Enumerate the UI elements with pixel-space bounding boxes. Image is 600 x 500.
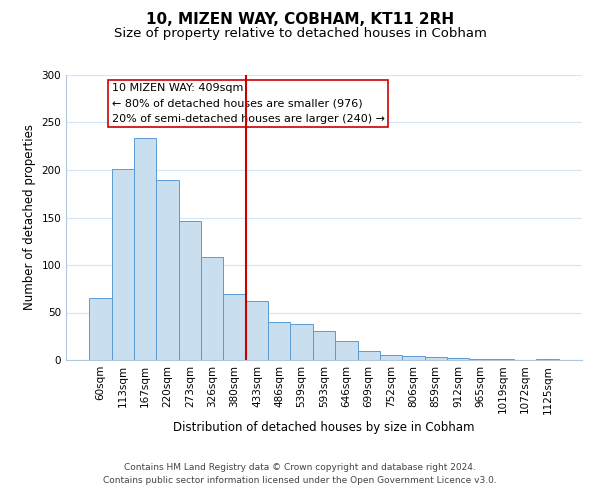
- Bar: [290, 324, 313, 360]
- Bar: [402, 356, 425, 360]
- Bar: [268, 322, 290, 360]
- Bar: [134, 138, 157, 360]
- Text: Contains HM Land Registry data © Crown copyright and database right 2024.: Contains HM Land Registry data © Crown c…: [124, 464, 476, 472]
- Bar: [380, 355, 402, 360]
- Bar: [89, 298, 112, 360]
- Bar: [201, 258, 223, 360]
- X-axis label: Distribution of detached houses by size in Cobham: Distribution of detached houses by size …: [173, 420, 475, 434]
- Bar: [469, 359, 491, 360]
- Y-axis label: Number of detached properties: Number of detached properties: [23, 124, 36, 310]
- Bar: [358, 350, 380, 360]
- Bar: [112, 169, 134, 360]
- Bar: [223, 294, 246, 360]
- Bar: [447, 358, 469, 360]
- Text: 10, MIZEN WAY, COBHAM, KT11 2RH: 10, MIZEN WAY, COBHAM, KT11 2RH: [146, 12, 454, 28]
- Text: Size of property relative to detached houses in Cobham: Size of property relative to detached ho…: [113, 28, 487, 40]
- Bar: [425, 357, 447, 360]
- Bar: [157, 180, 179, 360]
- Bar: [491, 359, 514, 360]
- Bar: [335, 341, 358, 360]
- Bar: [536, 359, 559, 360]
- Bar: [313, 330, 335, 360]
- Text: Contains public sector information licensed under the Open Government Licence v3: Contains public sector information licen…: [103, 476, 497, 485]
- Bar: [246, 301, 268, 360]
- Text: 10 MIZEN WAY: 409sqm
← 80% of detached houses are smaller (976)
20% of semi-deta: 10 MIZEN WAY: 409sqm ← 80% of detached h…: [112, 83, 385, 124]
- Bar: [179, 222, 201, 360]
